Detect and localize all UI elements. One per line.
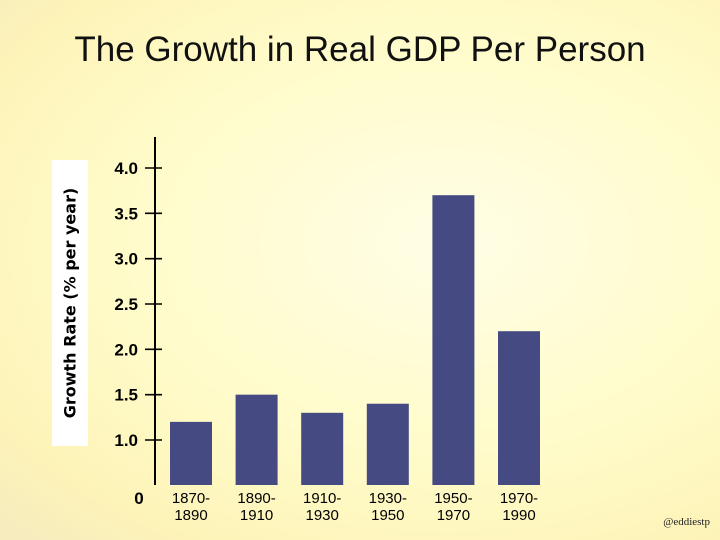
bar — [235, 394, 278, 485]
origin-label: 0 — [134, 489, 143, 508]
bar — [432, 195, 475, 485]
bar — [366, 403, 409, 485]
x-tick-label: 1910- — [303, 490, 341, 507]
x-tick-label: 1870- — [172, 490, 210, 507]
bar — [170, 421, 212, 485]
x-tick-label: 1970 — [437, 507, 470, 524]
y-tick-label: 1.0 — [114, 431, 138, 450]
x-tick-label: 1950 — [371, 507, 404, 524]
bar — [498, 331, 540, 485]
y-tick-label: 1.5 — [114, 386, 138, 405]
x-tick-label: 1910 — [240, 507, 273, 524]
x-tick-label: 1950- — [434, 490, 472, 507]
bar — [301, 412, 344, 485]
x-tick-label: 1930 — [306, 507, 339, 524]
y-tick-label: 4.0 — [114, 159, 138, 178]
x-tick-label: 1930- — [369, 490, 407, 507]
y-tick-label: 2.0 — [114, 340, 138, 359]
x-tick-label: 1990 — [502, 507, 535, 524]
x-tick-label: 1970- — [500, 490, 538, 507]
credit-text: @eddiestp — [663, 516, 710, 528]
chart-title: The Growth in Real GDP Per Person — [74, 30, 646, 69]
y-tick-label: 2.5 — [114, 295, 138, 314]
x-tick-label: 1890- — [237, 490, 275, 507]
x-tick-label: 1890 — [174, 507, 207, 524]
y-tick-label: 3.0 — [114, 250, 138, 269]
y-tick-label: 3.5 — [114, 204, 138, 223]
y-axis-label-box: Growth Rate (% per year) — [52, 160, 88, 446]
